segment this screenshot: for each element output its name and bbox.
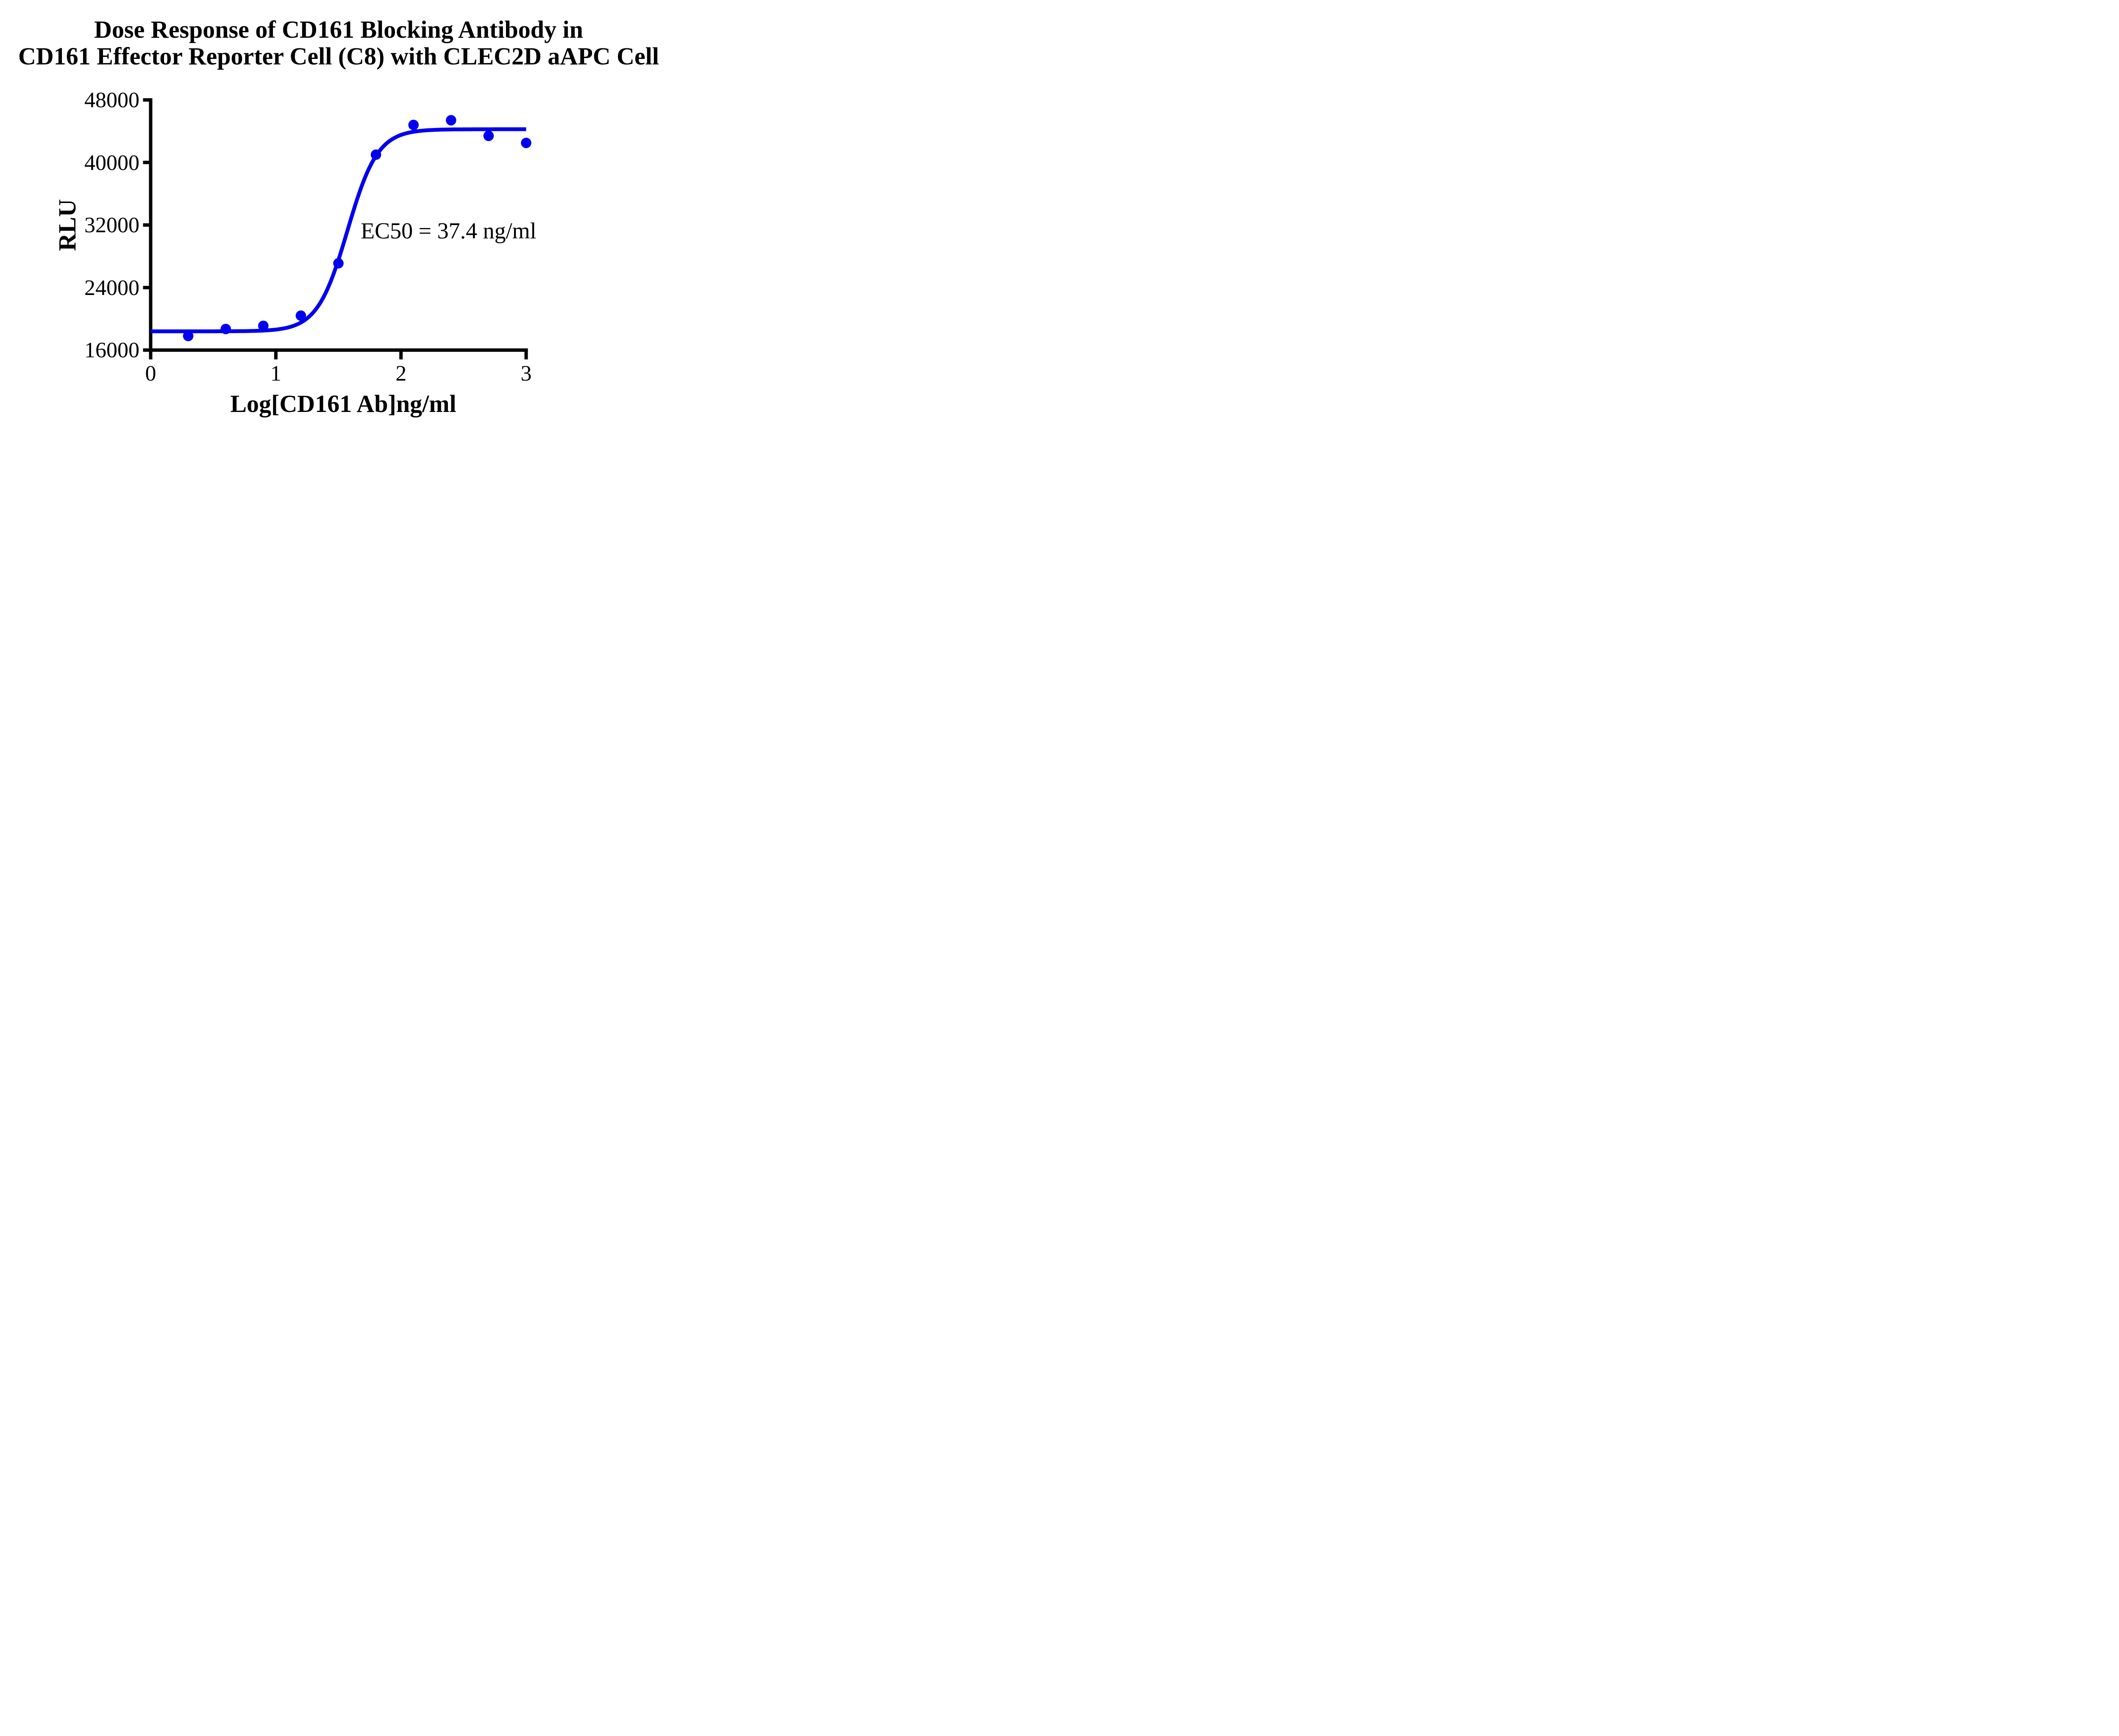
data-point <box>408 120 419 131</box>
figure: Dose Response of CD161 Blocking Antibody… <box>0 0 677 434</box>
y-tick-label: 40000 <box>84 151 139 175</box>
data-points <box>183 115 531 342</box>
y-tick-label: 16000 <box>84 338 139 362</box>
y-tick-label: 32000 <box>84 213 139 237</box>
data-point <box>333 258 344 269</box>
ec50-annotation: EC50 = 37.4 ng/ml <box>361 218 536 243</box>
y-tick-label: 48000 <box>84 88 139 112</box>
data-point <box>446 115 456 126</box>
y-axis-title: RLU <box>53 199 81 251</box>
chart-title-line2: CD161 Effector Reporter Cell (C8) with C… <box>18 42 659 70</box>
data-point <box>521 137 531 148</box>
chart-title-line1: Dose Response of CD161 Blocking Antibody… <box>94 16 583 43</box>
data-point <box>220 323 231 334</box>
y-axis: 48000 40000 32000 24000 16000 <box>84 88 153 362</box>
data-point <box>370 149 381 160</box>
chart-title: Dose Response of CD161 Blocking Antibody… <box>0 16 677 70</box>
x-axis: 0 1 2 3 <box>145 348 532 386</box>
x-axis-title: Log[CD161 Ab]ng/ml <box>230 390 456 417</box>
data-point <box>483 131 494 141</box>
x-tick-label: 0 <box>145 362 156 386</box>
x-tick-label: 1 <box>270 362 281 386</box>
data-point <box>295 310 306 321</box>
plot-area: 48000 40000 32000 24000 16000 0 1 2 3 RL… <box>53 88 537 417</box>
data-point <box>183 331 194 342</box>
x-tick-label: 3 <box>521 362 532 386</box>
x-tick-label: 2 <box>395 362 406 386</box>
y-tick-label: 24000 <box>84 276 139 300</box>
data-point <box>258 320 269 331</box>
